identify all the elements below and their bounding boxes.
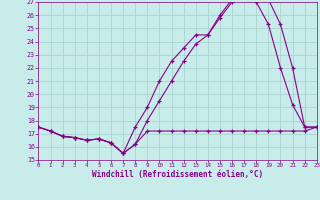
X-axis label: Windchill (Refroidissement éolien,°C): Windchill (Refroidissement éolien,°C) xyxy=(92,170,263,179)
